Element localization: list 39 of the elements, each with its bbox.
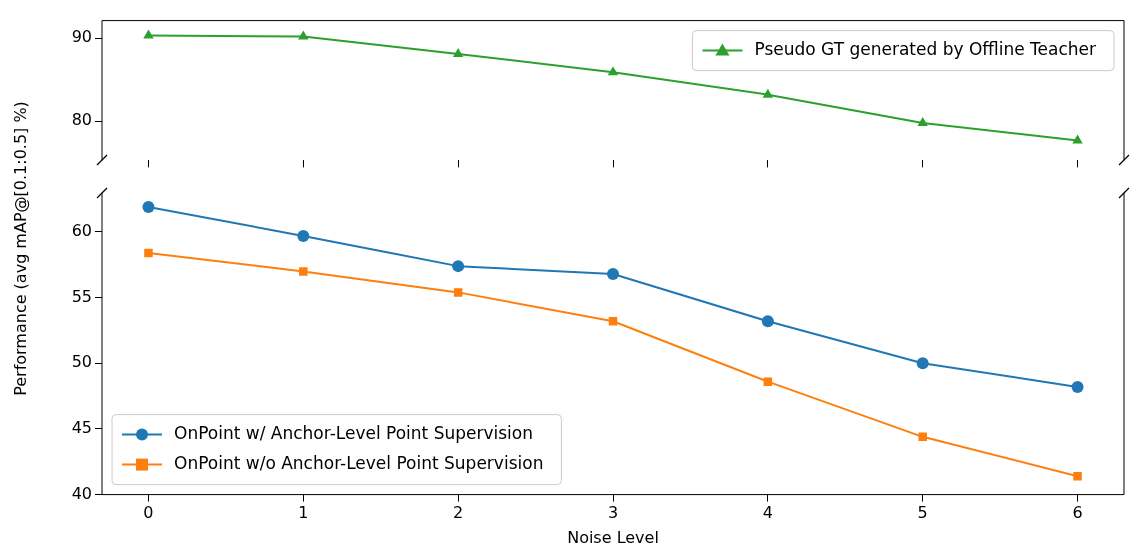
legend-label: OnPoint w/ Anchor-Level Point Supervision [174,423,534,444]
y-axis-title: Performance (avg mAP@[0.1:0.5] %) [10,100,30,396]
point [608,317,618,326]
point [607,66,619,76]
y-tick-label: 45 [71,418,92,438]
x-tick-label: 0 [143,503,154,523]
y-tick-label: 60 [71,221,92,241]
point [916,357,929,370]
x-tick-label: 6 [1072,503,1083,523]
legend-label: Pseudo GT generated by Offline Teacher [754,39,1097,60]
x-tick-label: 5 [917,503,928,523]
point [607,268,619,281]
y-tick-label: 40 [71,483,92,503]
y-tick-label: 90 [71,27,92,47]
point [917,116,928,126]
point [453,288,463,297]
point [1073,471,1082,481]
point [918,432,927,442]
point [143,29,154,39]
point [1072,134,1083,144]
point [144,248,153,258]
y-tick-label: 80 [71,110,92,130]
x-tick-label: 2 [453,503,464,523]
point [297,229,310,242]
x-tick-label: 3 [607,503,619,523]
y-tick-label: 50 [71,352,92,372]
x-tick-label: 1 [298,503,309,523]
point [1071,380,1084,393]
point [763,377,773,386]
point [142,201,155,214]
x-axis-title: Noise Level [567,527,659,547]
y-tick-label: 55 [71,286,92,306]
point [452,260,465,273]
point [761,315,774,328]
x-tick-label: 4 [762,503,773,523]
legend-label: OnPoint w/o Anchor-Level Point Supervision [174,453,544,474]
point [452,47,464,57]
point [299,267,308,276]
point [762,88,774,98]
